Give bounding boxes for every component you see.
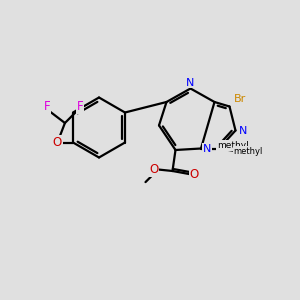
Text: F: F bbox=[76, 100, 83, 113]
Text: N: N bbox=[239, 125, 247, 136]
Text: N: N bbox=[203, 143, 211, 154]
Text: F: F bbox=[44, 100, 50, 113]
Text: Br: Br bbox=[234, 94, 246, 104]
Text: methyl: methyl bbox=[217, 141, 248, 150]
Text: O: O bbox=[53, 136, 62, 149]
Text: methyl: methyl bbox=[233, 147, 263, 156]
Text: O: O bbox=[149, 163, 158, 176]
Text: O: O bbox=[190, 167, 199, 181]
Text: N: N bbox=[186, 77, 195, 88]
